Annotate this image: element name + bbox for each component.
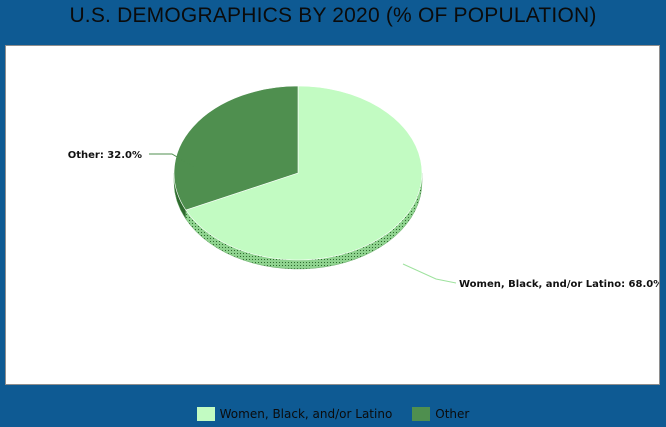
legend-swatch-women-black-latino	[196, 407, 215, 421]
legend-label-other: Other	[435, 407, 470, 421]
plot-panel: Women, Black, and/or Latino: 68.0% Other:…	[5, 45, 660, 385]
leader-line-other	[149, 153, 195, 168]
pie-chart: Women, Black, and/or Latino: 68.0% Other:…	[68, 85, 659, 290]
chart-title: U.S. DEMOGRAPHICS BY 2020 (% OF POPULATI…	[69, 4, 597, 27]
legend-item-other: Other	[412, 407, 469, 421]
pie-slice-women-black-latino	[185, 85, 423, 261]
legend-item-women-black-latino: Women, Black, and/or Latino	[196, 407, 393, 421]
pie-slice-other	[173, 85, 299, 211]
legend: Women, Black, and/or Latino Other	[0, 405, 666, 423]
legend-label-women-black-latino: Women, Black, and/or Latino	[219, 407, 393, 421]
legend-swatch-other	[412, 407, 431, 421]
slice-label-women-black-latino: Women, Black, and/or Latino: 68.0%	[459, 279, 659, 290]
slice-label-other: Other: 32.0%	[68, 150, 142, 161]
leader-line-women-black-latino	[402, 263, 457, 284]
